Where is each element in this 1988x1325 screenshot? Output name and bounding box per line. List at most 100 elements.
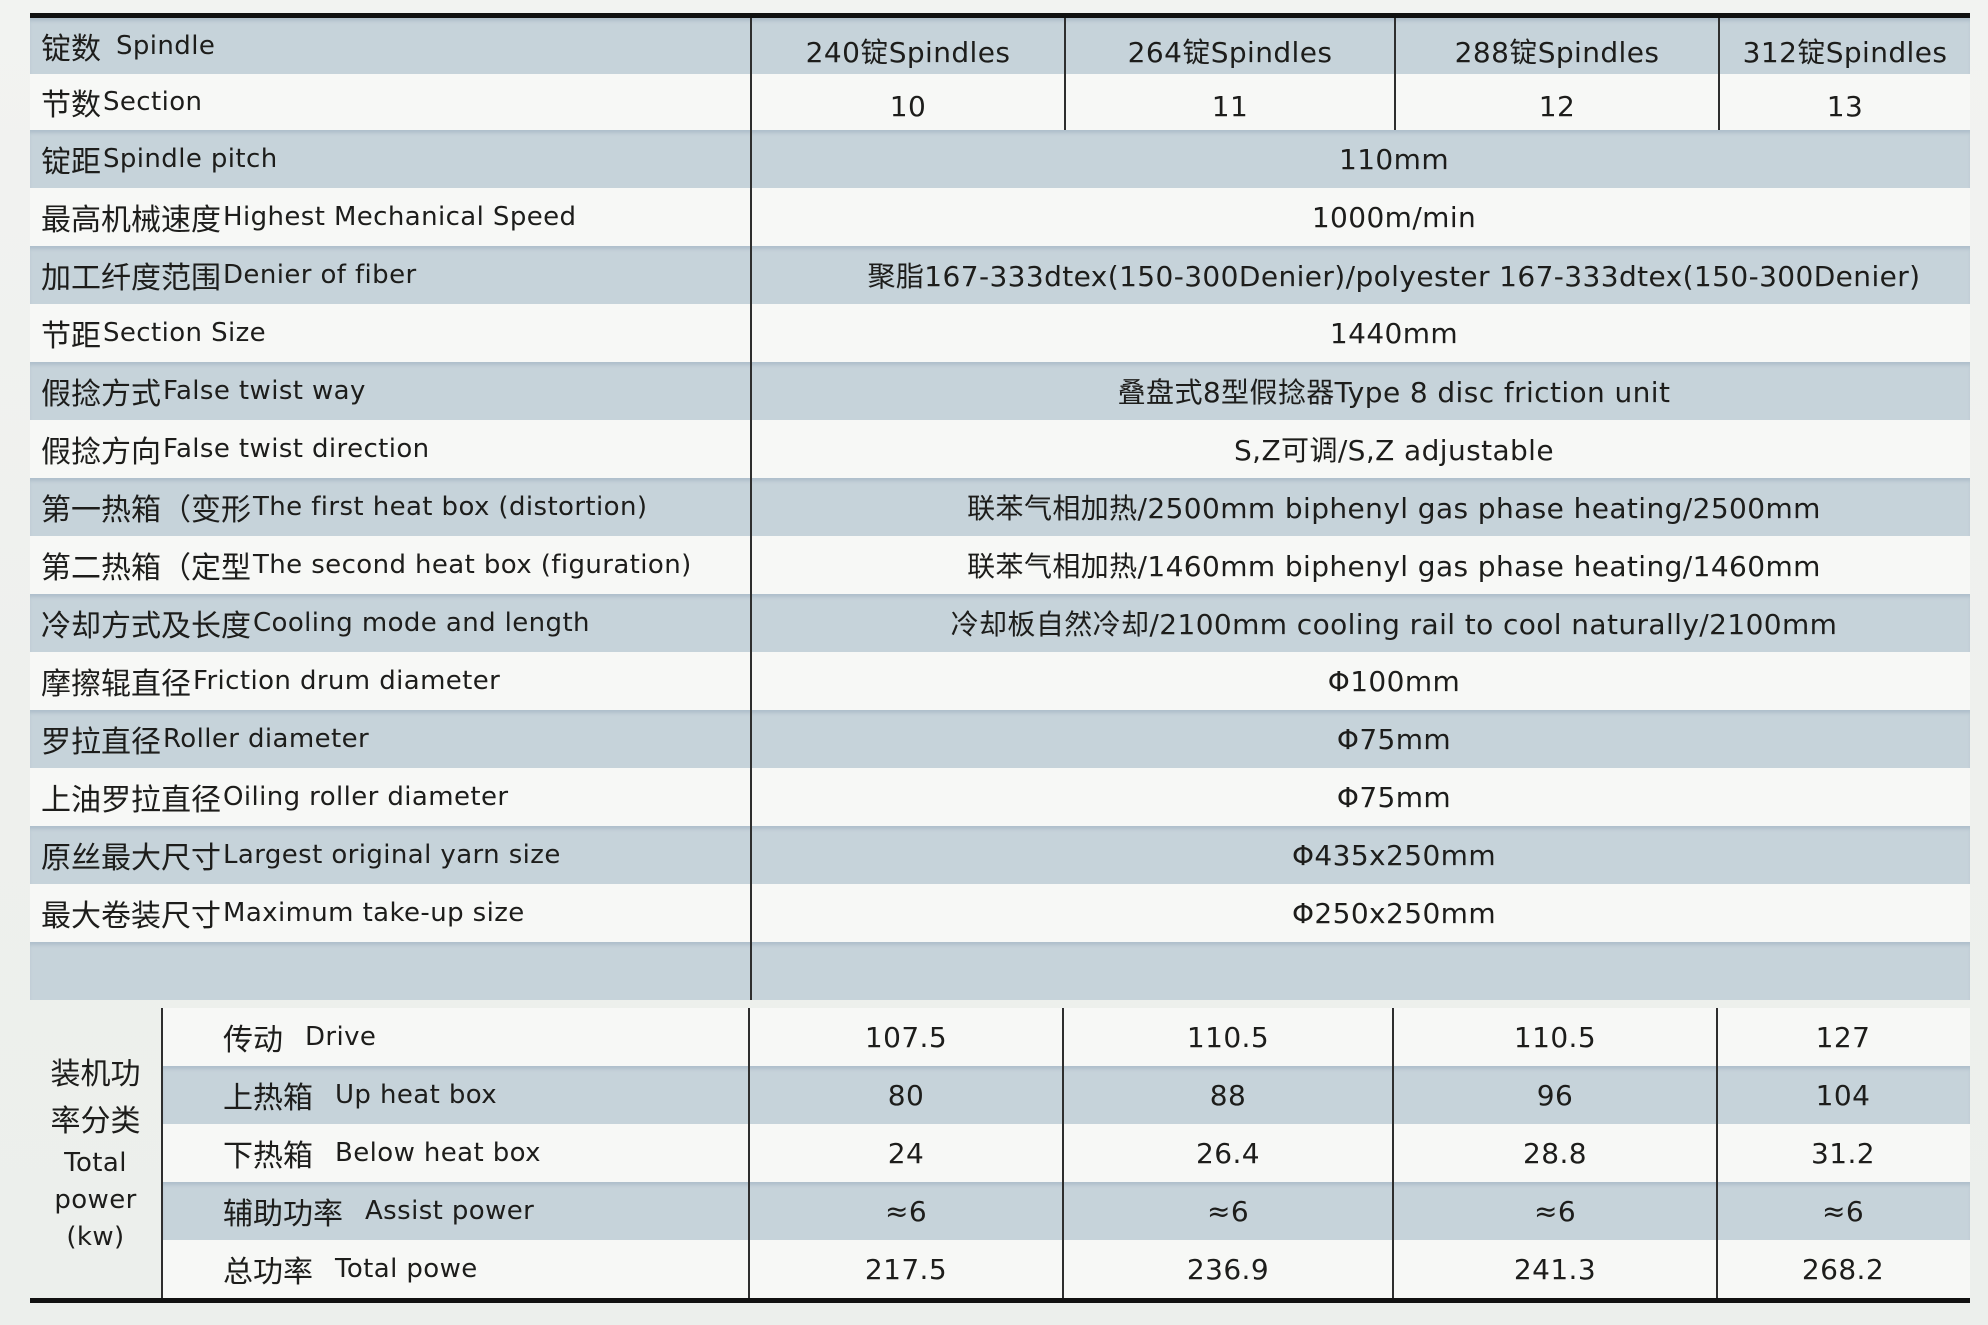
power-value: 80 bbox=[748, 1066, 1062, 1124]
spec-row-section-size: 节距 Section Size 1440mm bbox=[30, 304, 1970, 362]
spec-row-false-twist-way: 假捻方式 False twist way 叠盘式8型假捻器Type 8 disc… bbox=[30, 362, 1970, 420]
header-row-label: 锭数 Spindle bbox=[30, 18, 750, 74]
power-label-zh: 下热箱 bbox=[223, 1139, 313, 1174]
section-value: 11 bbox=[1064, 74, 1394, 130]
empty-spacer-row bbox=[30, 942, 1970, 1000]
row-label: 最高机械速度 Highest Mechanical Speed bbox=[30, 188, 750, 246]
row-label-en: Cooling mode and length bbox=[253, 608, 590, 638]
power-value: 268.2 bbox=[1716, 1240, 1968, 1298]
row-label: 罗拉直径 Roller diameter bbox=[30, 710, 750, 768]
power-value: 24 bbox=[748, 1124, 1062, 1182]
power-group-line: Total bbox=[64, 1147, 127, 1178]
spec-row-cooling: 冷却方式及长度 Cooling mode and length 冷却板自然冷却/… bbox=[30, 594, 1970, 652]
row-label-en: Oiling roller diameter bbox=[223, 782, 509, 812]
power-label-zh: 传动 bbox=[223, 1023, 283, 1058]
spec-row-roller-diameter: 罗拉直径 Roller diameter Φ75mm bbox=[30, 710, 1970, 768]
spec-row-second-heat-box: 第二热箱（定型 The second heat box (figuration)… bbox=[30, 536, 1970, 594]
row-value: 聚脂167-333dtex(150-300Denier)/polyester 1… bbox=[750, 246, 1970, 304]
row-label: 摩擦辊直径 Friction drum diameter bbox=[30, 652, 750, 710]
spec-row-spindle-pitch: 锭距 Spindle pitch 110mm bbox=[30, 130, 1970, 188]
row-label-en: Highest Mechanical Speed bbox=[223, 202, 577, 232]
power-row-total-power: 总功率 Total powe 217.5 236.9 241.3 268.2 bbox=[163, 1240, 1970, 1298]
row-value: 联苯气相加热/2500mm biphenyl gas phase heating… bbox=[750, 478, 1970, 536]
power-label-en: Assist power bbox=[365, 1196, 535, 1226]
row-label: 假捻方向 False twist direction bbox=[30, 420, 750, 478]
row-label-zh: 最高机械速度 bbox=[41, 203, 221, 238]
row-label-zh: 加工纤度范围 bbox=[41, 261, 221, 296]
power-row-below-heat-box: 下热箱 Below heat box 24 26.4 28.8 31.2 bbox=[163, 1124, 1970, 1182]
column-header-312: 312锭Spindles bbox=[1718, 18, 1970, 74]
section-label-en: Section bbox=[103, 87, 203, 117]
spec-row-largest-yarn: 原丝最大尺寸 Largest original yarn size Φ435x2… bbox=[30, 826, 1970, 884]
spec-row-max-speed: 最高机械速度 Highest Mechanical Speed 1000m/mi… bbox=[30, 188, 1970, 246]
power-value: 107.5 bbox=[748, 1008, 1062, 1066]
header-label-en: Spindle bbox=[116, 31, 216, 61]
spec-row-false-twist-direction: 假捻方向 False twist direction S,Z可调/S,Z adj… bbox=[30, 420, 1970, 478]
power-value: 96 bbox=[1392, 1066, 1716, 1124]
power-label-zh: 上热箱 bbox=[223, 1081, 313, 1116]
power-value: 127 bbox=[1716, 1008, 1968, 1066]
empty-label-cell bbox=[30, 942, 750, 1000]
power-group-label: 装机功 率分类 Total power (kw) bbox=[30, 1008, 163, 1298]
row-label-en: Section Size bbox=[103, 318, 267, 348]
row-label: 假捻方式 False twist way bbox=[30, 362, 750, 420]
section-value: 12 bbox=[1394, 74, 1718, 130]
row-label-en: Maximum take-up size bbox=[223, 898, 525, 928]
row-value: Φ435x250mm bbox=[750, 826, 1970, 884]
column-header-240: 240锭Spindles bbox=[750, 18, 1064, 74]
row-label: 冷却方式及长度 Cooling mode and length bbox=[30, 594, 750, 652]
power-value: 110.5 bbox=[1392, 1008, 1716, 1066]
power-value: 26.4 bbox=[1062, 1124, 1392, 1182]
spec-row-friction-drum: 摩擦辊直径 Friction drum diameter Φ100mm bbox=[30, 652, 1970, 710]
column-header-288: 288锭Spindles bbox=[1394, 18, 1718, 74]
row-value: Φ100mm bbox=[750, 652, 1970, 710]
power-value: 28.8 bbox=[1392, 1124, 1716, 1182]
row-label-en: Roller diameter bbox=[163, 724, 370, 754]
row-label-zh: 第二热箱（定型 bbox=[41, 551, 251, 586]
power-value: ≈6 bbox=[748, 1182, 1062, 1240]
power-value: ≈6 bbox=[1392, 1182, 1716, 1240]
power-row-label: 总功率 Total powe bbox=[163, 1240, 748, 1298]
row-value: 联苯气相加热/1460mm biphenyl gas phase heating… bbox=[750, 536, 1970, 594]
spec-table-main: 锭数 Spindle 240锭Spindles 264锭Spindles 288… bbox=[30, 18, 1970, 1000]
row-label-zh: 第一热箱（变形 bbox=[41, 493, 251, 528]
power-row-assist-power: 辅助功率 Assist power ≈6 ≈6 ≈6 ≈6 bbox=[163, 1182, 1970, 1240]
row-value: Φ250x250mm bbox=[750, 884, 1970, 942]
spec-row-denier: 加工纤度范围 Denier of fiber 聚脂167-333dtex(150… bbox=[30, 246, 1970, 304]
power-value: 236.9 bbox=[1062, 1240, 1392, 1298]
spec-row-oiling-roller: 上油罗拉直径 Oiling roller diameter Φ75mm bbox=[30, 768, 1970, 826]
power-value: 110.5 bbox=[1062, 1008, 1392, 1066]
header-row: 锭数 Spindle 240锭Spindles 264锭Spindles 288… bbox=[30, 18, 1970, 74]
row-label-zh: 假捻方向 bbox=[41, 435, 161, 470]
power-row-up-heat-box: 上热箱 Up heat box 80 88 96 104 bbox=[163, 1066, 1970, 1124]
power-value: 104 bbox=[1716, 1066, 1968, 1124]
power-label-en: Drive bbox=[305, 1022, 377, 1052]
row-label-en: Largest original yarn size bbox=[223, 840, 561, 870]
power-label-en: Up heat box bbox=[335, 1080, 498, 1110]
power-label-zh: 总功率 bbox=[223, 1255, 313, 1290]
power-row-drive: 传动 Drive 107.5 110.5 110.5 127 bbox=[163, 1008, 1970, 1066]
section-count-row: 节数 Section 10 11 12 13 bbox=[30, 74, 1970, 130]
row-label-en: False twist way bbox=[163, 376, 366, 406]
power-group-line: 装机功 bbox=[50, 1056, 141, 1092]
section-value: 10 bbox=[750, 74, 1064, 130]
row-label-zh: 上油罗拉直径 bbox=[41, 783, 221, 818]
power-label-en: Total powe bbox=[335, 1254, 478, 1284]
power-row-label: 上热箱 Up heat box bbox=[163, 1066, 748, 1124]
column-header-264: 264锭Spindles bbox=[1064, 18, 1394, 74]
row-label-zh: 摩擦辊直径 bbox=[41, 667, 191, 702]
section-value: 13 bbox=[1718, 74, 1970, 130]
row-label-zh: 冷却方式及长度 bbox=[41, 609, 251, 644]
row-value: Φ75mm bbox=[750, 768, 1970, 826]
power-group-line: (kw) bbox=[66, 1221, 125, 1252]
header-label-zh: 锭数 bbox=[41, 32, 101, 67]
row-label: 第一热箱（变形 The first heat box (distortion) bbox=[30, 478, 750, 536]
row-label: 最大卷装尺寸 Maximum take-up size bbox=[30, 884, 750, 942]
section-label-zh: 节数 bbox=[41, 88, 101, 123]
section-row-label: 节数 Section bbox=[30, 74, 750, 130]
row-value: 叠盘式8型假捻器Type 8 disc friction unit bbox=[750, 362, 1970, 420]
power-section: 装机功 率分类 Total power (kw) 传动 Drive 107.5 … bbox=[30, 1008, 1970, 1298]
row-value: Φ75mm bbox=[750, 710, 1970, 768]
row-label-zh: 假捻方式 bbox=[41, 377, 161, 412]
